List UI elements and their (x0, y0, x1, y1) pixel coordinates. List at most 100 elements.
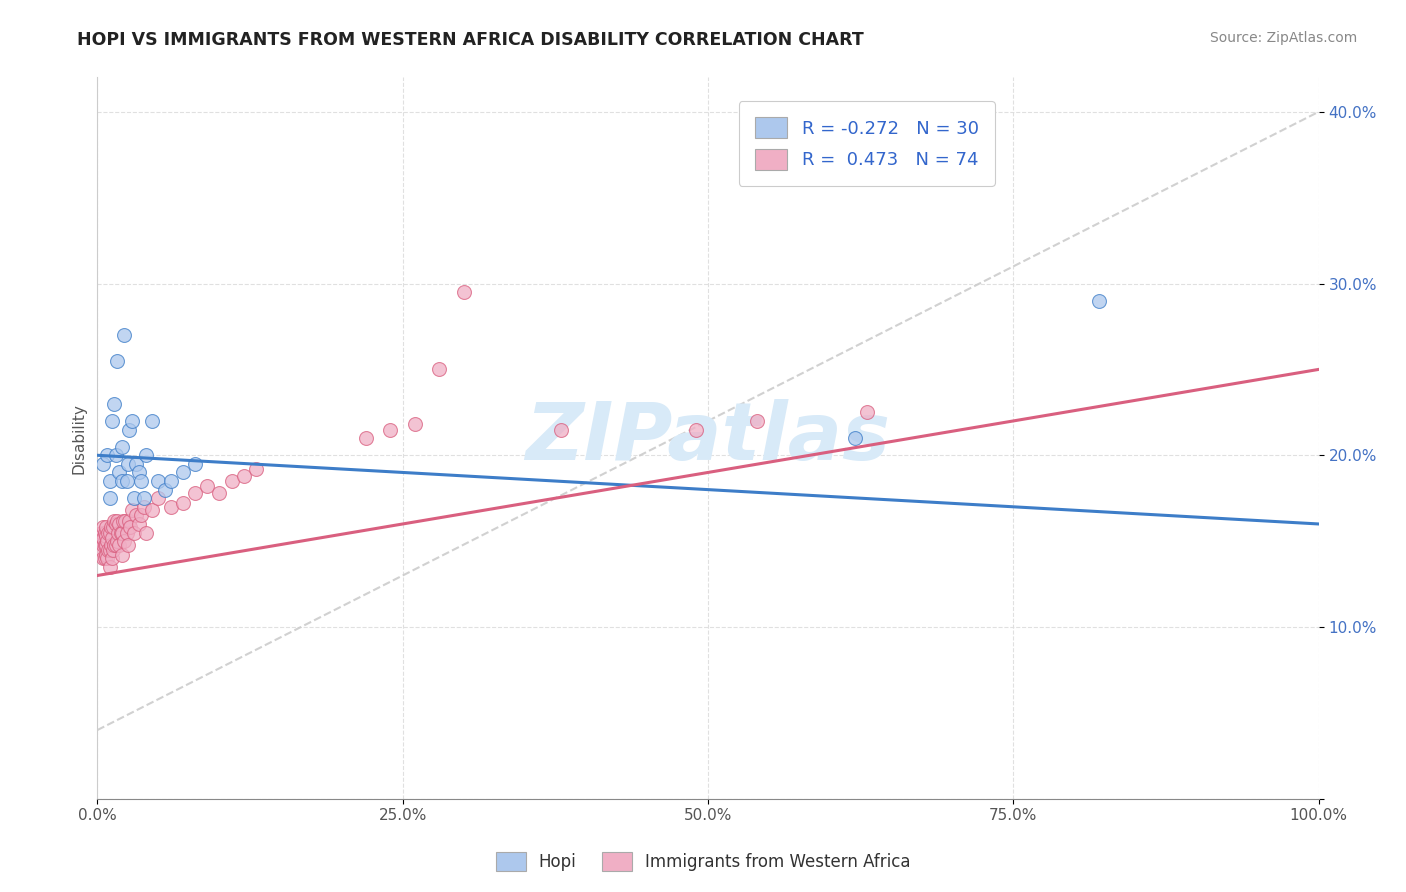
Point (195, 479, 218, 493)
Point (101, 414, 124, 428)
Point (93, 538, 115, 552)
Point (105, 514, 128, 528)
Point (354, 431, 377, 445)
Point (141, 503, 163, 517)
Legend: R = -0.272   N = 30, R =  0.473   N = 74: R = -0.272 N = 30, R = 0.473 N = 74 (738, 101, 995, 186)
Point (94, 548, 117, 562)
Point (114, 514, 136, 528)
Point (148, 491, 170, 506)
Point (135, 525, 157, 540)
Point (125, 457, 148, 471)
Point (98, 491, 121, 506)
Point (107, 525, 129, 540)
Point (98, 525, 121, 540)
Point (101, 551, 124, 566)
Point (104, 538, 127, 552)
Point (404, 417, 426, 432)
Point (96, 448, 118, 462)
Point (90, 534, 112, 549)
Point (844, 431, 866, 445)
Point (1088, 293, 1111, 308)
Point (101, 531, 124, 545)
Point (745, 414, 768, 428)
Point (122, 525, 145, 540)
Point (112, 534, 135, 549)
Point (105, 354, 128, 368)
Point (103, 397, 125, 411)
Point (141, 414, 163, 428)
Point (111, 514, 134, 528)
Point (115, 525, 138, 540)
Point (93, 551, 115, 566)
Point (148, 474, 170, 488)
Point (104, 448, 127, 462)
Point (184, 457, 207, 471)
Y-axis label: Disability: Disability (72, 402, 86, 474)
Point (111, 474, 134, 488)
Point (380, 423, 402, 437)
Point (91, 525, 114, 540)
Point (100, 538, 122, 552)
Point (118, 423, 141, 437)
Point (117, 538, 139, 552)
Text: Source: ZipAtlas.com: Source: ZipAtlas.com (1209, 31, 1357, 45)
Point (100, 520, 122, 534)
Point (93, 531, 115, 545)
Point (221, 474, 243, 488)
Point (98, 474, 121, 488)
Point (110, 525, 132, 540)
Point (550, 423, 572, 437)
Point (94, 520, 117, 534)
Point (120, 520, 142, 534)
Point (131, 474, 153, 488)
Point (103, 538, 125, 552)
Point (105, 534, 128, 549)
Point (97, 525, 120, 540)
Point (172, 496, 194, 510)
Point (208, 486, 231, 500)
Legend: Hopi, Immigrants from Western Africa: Hopi, Immigrants from Western Africa (488, 843, 918, 880)
Point (685, 423, 707, 437)
Point (232, 469, 254, 483)
Point (125, 508, 148, 523)
Point (112, 328, 135, 343)
Point (118, 514, 141, 528)
Point (91, 534, 114, 549)
Point (122, 491, 145, 506)
Point (245, 462, 267, 476)
Point (98, 560, 121, 574)
Point (94, 529, 117, 543)
Point (172, 466, 194, 480)
Point (427, 362, 450, 376)
Point (97, 542, 120, 557)
Point (132, 491, 155, 506)
Point (128, 466, 150, 480)
Point (103, 520, 125, 534)
Point (98, 542, 121, 557)
Point (128, 516, 150, 531)
Point (856, 405, 879, 419)
Point (115, 474, 138, 488)
Point (93, 551, 115, 566)
Point (121, 414, 143, 428)
Point (111, 525, 134, 540)
Point (93, 538, 115, 552)
Point (96, 534, 118, 549)
Point (94, 538, 117, 552)
Point (108, 538, 131, 552)
Point (117, 457, 139, 471)
Point (159, 474, 181, 488)
Point (90, 525, 112, 540)
Point (108, 466, 131, 480)
Point (111, 440, 134, 454)
Text: HOPI VS IMMIGRANTS FROM WESTERN AFRICA DISABILITY CORRELATION CHART: HOPI VS IMMIGRANTS FROM WESTERN AFRICA D… (77, 31, 865, 49)
Point (93, 525, 115, 540)
Point (159, 500, 181, 514)
Point (153, 483, 176, 497)
Point (132, 500, 155, 514)
Point (91, 542, 114, 557)
Point (104, 516, 127, 531)
Text: ZIPatlas: ZIPatlas (526, 399, 890, 477)
Point (103, 542, 125, 557)
Point (93, 457, 115, 471)
